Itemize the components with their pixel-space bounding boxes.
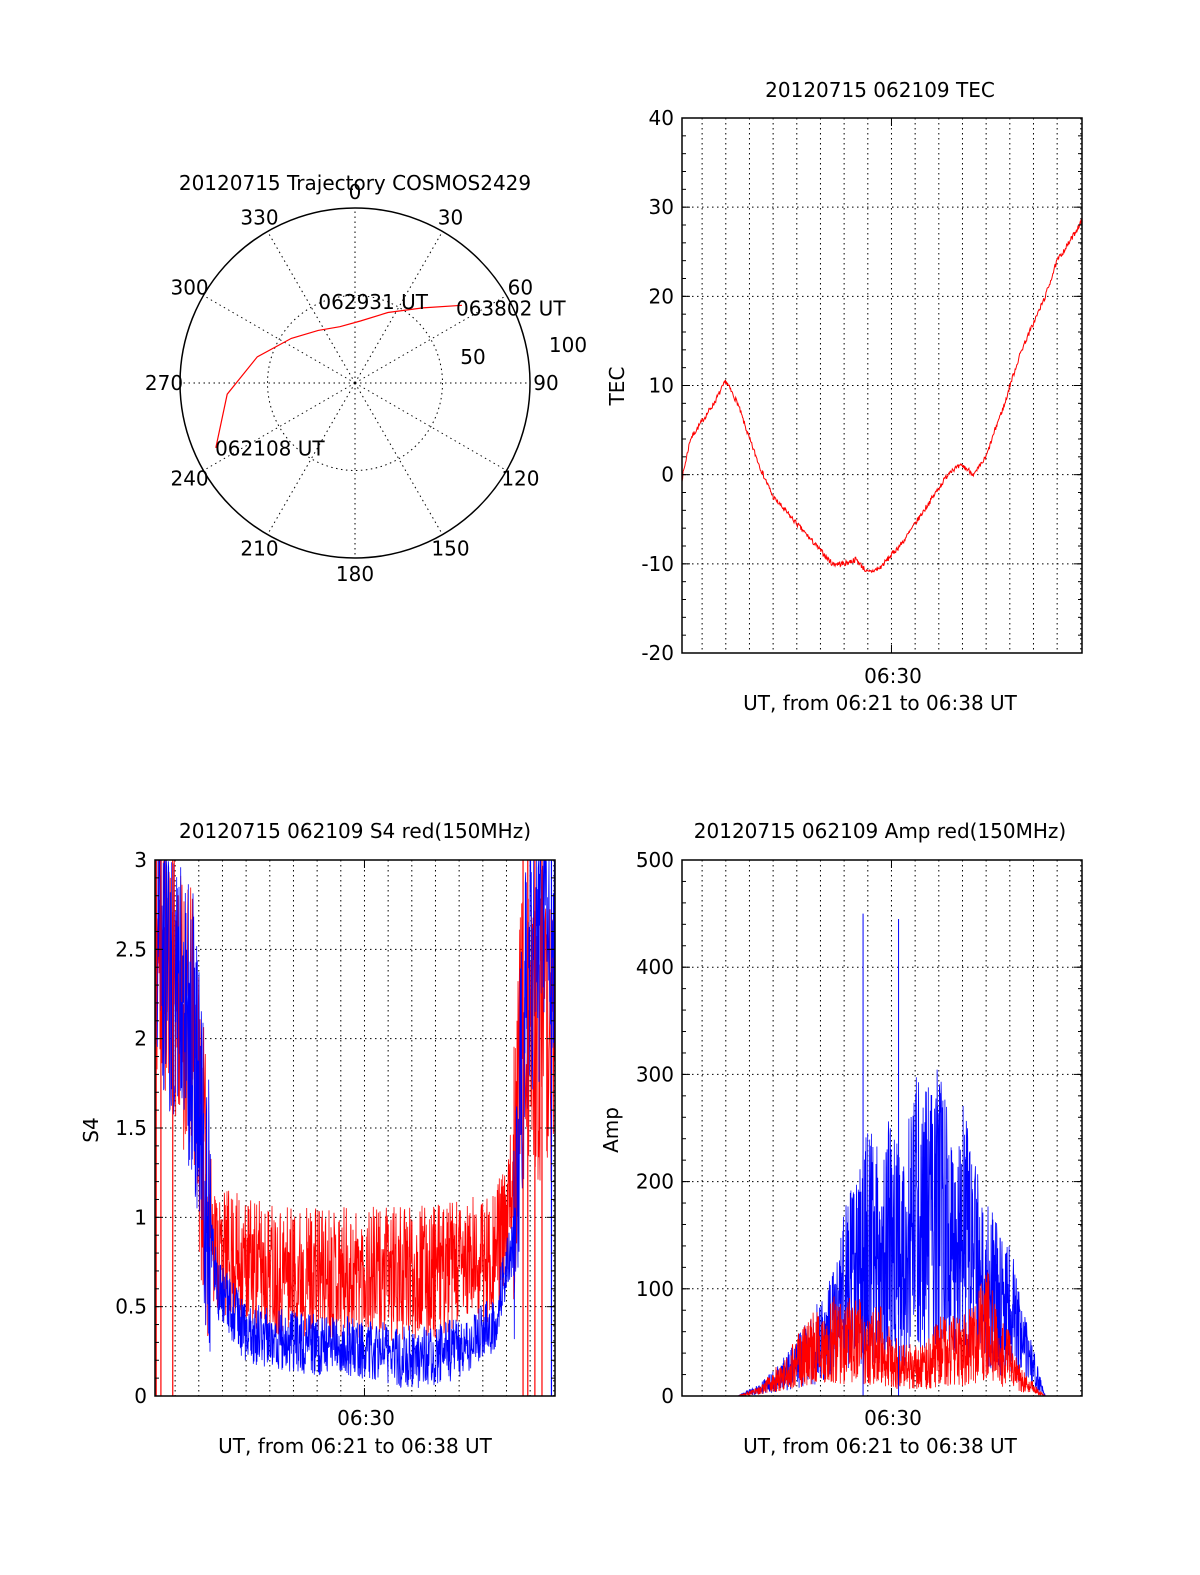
s4-y-axis-label: S4	[79, 1117, 103, 1142]
y-tick-label: 1	[134, 1205, 147, 1229]
y-tick-label: 0	[661, 1384, 674, 1408]
series-line	[155, 860, 555, 1341]
y-tick-label: 2	[134, 1027, 147, 1051]
polar-azimuth-label: 210	[240, 536, 278, 560]
amp-x-tick-label: 06:30	[864, 1406, 922, 1430]
polar-series	[215, 304, 463, 449]
polar-spoke-line	[354, 231, 443, 384]
y-tick-label: 200	[636, 1170, 674, 1194]
series-line	[682, 1272, 1082, 1396]
y-tick-label: -10	[641, 552, 674, 576]
polar-azimuth-label: 300	[170, 276, 208, 300]
y-tick-label: 10	[649, 374, 674, 398]
y-tick-label: 2.5	[115, 937, 147, 961]
series-line	[682, 218, 1082, 574]
polar-azimuth-labels: 0 30 60 90 120 150 180 210 240 270 300 330	[145, 180, 559, 586]
polar-trajectory-line	[215, 304, 463, 449]
tec-y-ticks: -20 -10 0 10 20 30 40	[641, 106, 1082, 665]
polar-time-annotation: 062931 UT	[318, 290, 428, 314]
tec-chart: 20120715 062109 TEC -20 -10 0 10 20 30 40 06:3…	[605, 78, 1083, 715]
amp-frame	[681, 859, 1083, 1397]
polar-spoke-line	[354, 295, 507, 384]
polar-spoke-line	[203, 382, 356, 471]
polar-azimuth-label: 60	[508, 276, 533, 300]
polar-azimuth-label: 180	[336, 562, 374, 586]
y-tick-label: 0	[661, 463, 674, 487]
tec-title: 20120715 062109 TEC	[765, 78, 995, 102]
amp-x-axis-label: UT, from 06:21 to 06:38 UT	[743, 1434, 1018, 1458]
polar-azimuth-label: 120	[501, 467, 539, 491]
polar-time-annotation: 062108 UT	[215, 436, 325, 460]
polar-radial-label: 100	[549, 333, 587, 357]
polar-azimuth-label: 0	[349, 180, 362, 204]
y-tick-label: 100	[636, 1277, 674, 1301]
s4-x-axis-label: UT, from 06:21 to 06:38 UT	[218, 1434, 493, 1458]
s4-grid	[155, 859, 555, 1397]
y-tick-label: 0	[134, 1384, 147, 1408]
polar-azimuth-label: 90	[533, 371, 558, 395]
polar-title: 20120715 Trajectory COSMOS2429	[179, 171, 531, 195]
s4-y-ticks: 0 0.5 1 1.5 2 2.5 3	[115, 848, 555, 1408]
series-line	[155, 860, 555, 1388]
y-tick-label: 500	[636, 848, 674, 872]
s4-chart: 20120715 062109 S4 red(150MHz) 0 0.5 1 1.5 2…	[79, 819, 556, 1458]
polar-azimuth-label: 330	[240, 206, 278, 230]
polar-spoke-line	[267, 382, 356, 535]
polar-trajectory-chart: 20120715 Trajectory COSMOS2429 0 30 60 90 12…	[145, 171, 587, 586]
amp-series	[682, 913, 1082, 1396]
polar-outer-circle	[179, 207, 531, 559]
s4-title: 20120715 062109 S4 red(150MHz)	[179, 819, 531, 843]
amp-chart: 20120715 062109 Amp red(150MHz) 0 100 200 3…	[599, 819, 1083, 1458]
y-tick-label: 300	[636, 1062, 674, 1086]
s4-x-tick-label: 06:30	[337, 1406, 395, 1430]
y-tick-label: -20	[641, 641, 674, 665]
polar-azimuth-label: 240	[170, 467, 208, 491]
polar-azimuth-label: 150	[431, 536, 469, 560]
polar-spoke-line	[354, 382, 443, 535]
polar-azimuth-label: 270	[145, 371, 183, 395]
polar-radial-label: 50	[460, 345, 485, 369]
tec-x-axis-label: UT, from 06:21 to 06:38 UT	[743, 691, 1018, 715]
tec-y-axis-label: TEC	[605, 367, 629, 407]
y-tick-label: 1.5	[115, 1116, 147, 1140]
polar-time-annotation: 063802 UT	[456, 296, 566, 320]
y-tick-label: 30	[649, 195, 674, 219]
tec-grid	[682, 117, 1082, 654]
polar-spoke-line	[354, 382, 507, 471]
y-tick-label: 400	[636, 955, 674, 979]
polar-spoke-line	[267, 231, 356, 384]
amp-y-ticks: 0 100 200 300 400 500	[636, 848, 1082, 1408]
y-tick-label: 0.5	[115, 1295, 147, 1319]
polar-spoke-line	[203, 295, 356, 384]
y-tick-label: 3	[134, 848, 147, 872]
polar-inner-circle	[267, 295, 443, 471]
tec-x-tick-label: 06:30	[864, 664, 922, 688]
amp-y-axis-label: Amp	[599, 1107, 623, 1153]
tec-series	[682, 218, 1082, 574]
amp-title: 20120715 062109 Amp red(150MHz)	[694, 819, 1066, 843]
polar-azimuth-label: 30	[438, 206, 463, 230]
polar-radial-labels: 50 100	[460, 333, 587, 369]
y-tick-label: 20	[649, 284, 674, 308]
polar-grid	[179, 207, 531, 559]
y-tick-label: 40	[649, 106, 674, 130]
polar-annotations: 063802 UT 062931 UT 062108 UT	[215, 290, 566, 461]
